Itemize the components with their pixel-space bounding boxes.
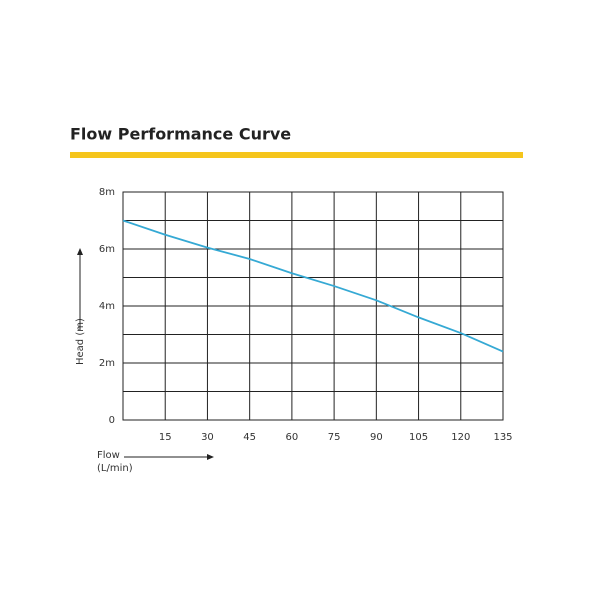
x-tick-label: 120	[451, 432, 470, 443]
y-tick-label: 2m	[99, 358, 115, 369]
x-tick-label: 105	[409, 432, 428, 443]
x-arrow-head	[207, 454, 214, 460]
data-line	[122, 219, 504, 353]
y-tick-label: 4m	[99, 301, 115, 312]
x-axis-unit: (L/min)	[97, 463, 133, 474]
y-axis-label: Head (m)	[75, 318, 86, 365]
x-tick-label: 90	[370, 432, 383, 443]
y-tick-label: 0	[109, 415, 115, 426]
chart-title: Flow Performance Curve	[70, 125, 291, 144]
y-tick-label: 8m	[99, 187, 115, 198]
y-tick-label: 6m	[99, 244, 115, 255]
x-tick-label: 30	[201, 432, 214, 443]
x-tick-label: 45	[243, 432, 256, 443]
x-tick-label: 60	[286, 432, 299, 443]
x-tick-label: 135	[493, 432, 512, 443]
y-arrow-head	[77, 248, 83, 255]
x-axis-label: Flow	[97, 450, 120, 461]
x-tick-label: 15	[159, 432, 172, 443]
title-underline	[70, 152, 523, 158]
x-tick-label: 75	[328, 432, 341, 443]
